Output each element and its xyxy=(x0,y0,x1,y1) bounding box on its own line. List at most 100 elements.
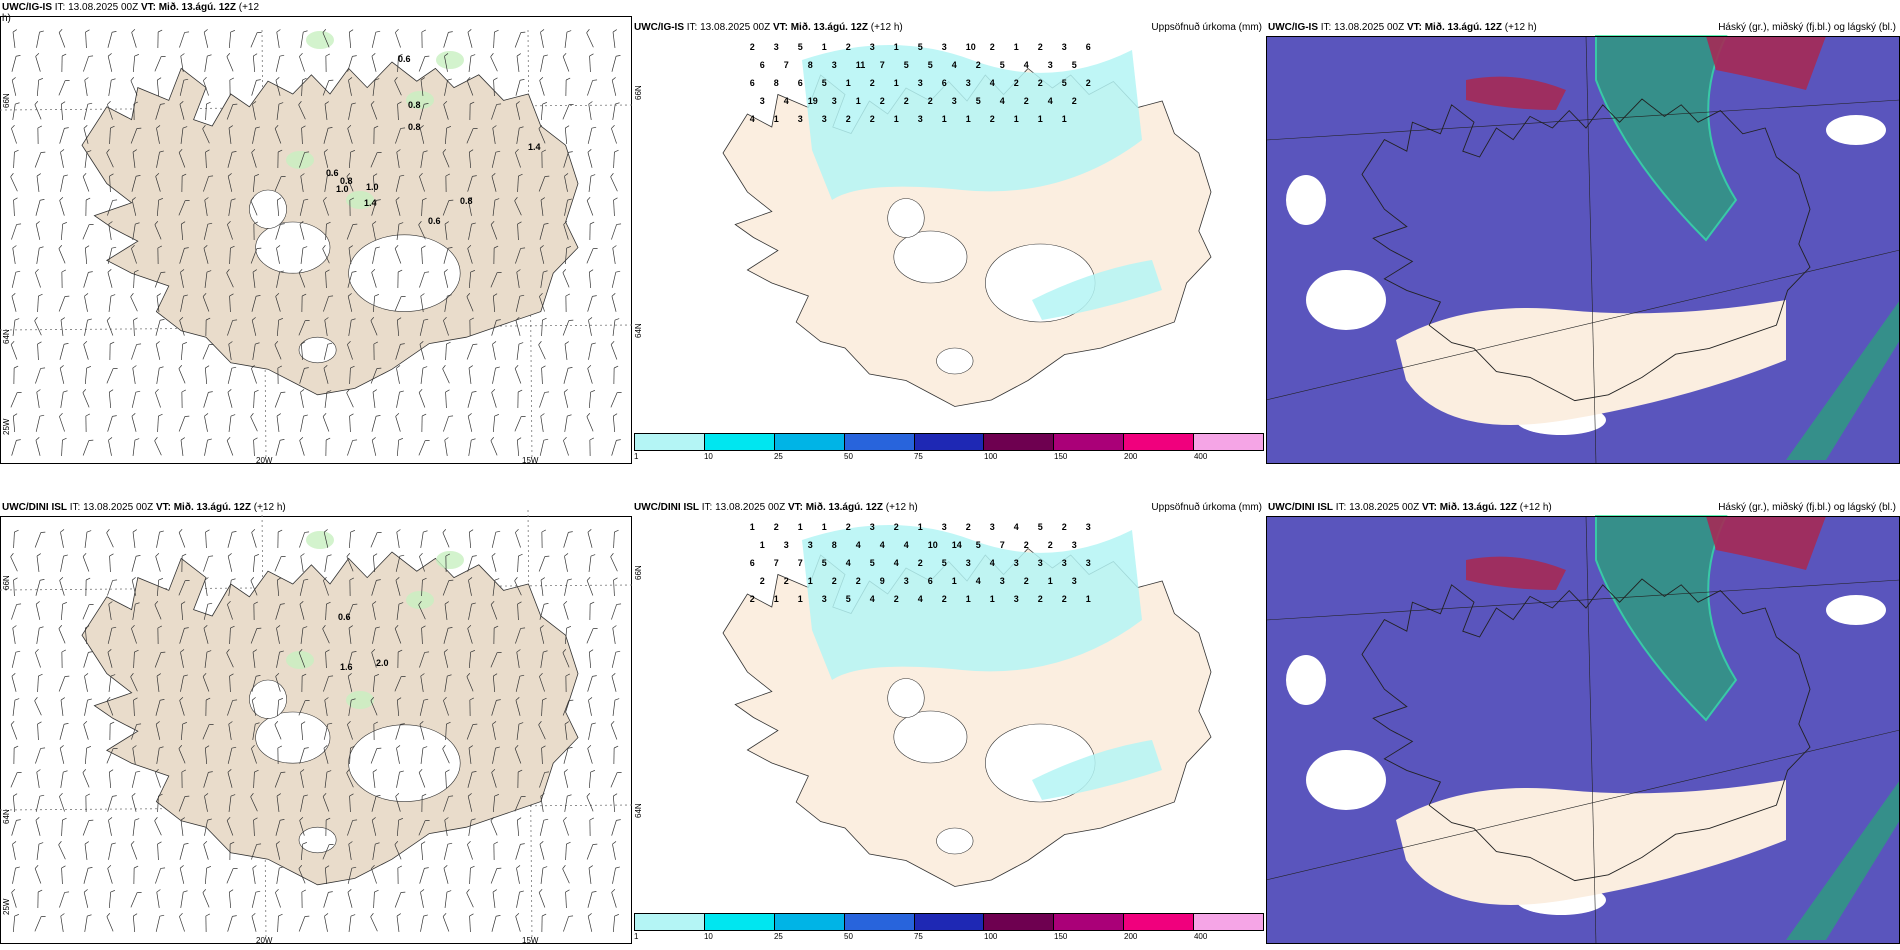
wind-barb xyxy=(515,148,521,168)
lead-time-wrap: h) xyxy=(2,13,11,24)
precip-value: 3 xyxy=(760,96,765,106)
wind-barb xyxy=(467,840,473,860)
wind-barb xyxy=(610,720,618,740)
wind-barb xyxy=(323,891,333,908)
wind-barb xyxy=(468,197,473,216)
wind-barb xyxy=(493,29,499,49)
wind-barb xyxy=(130,77,138,96)
wind-barb xyxy=(370,913,378,932)
precip-value: 4 xyxy=(784,96,789,106)
wind-barb xyxy=(442,579,454,596)
wind-barb xyxy=(612,413,618,433)
wind-barb xyxy=(36,769,41,788)
wind-barb xyxy=(514,796,526,812)
wind-barb xyxy=(253,437,258,457)
wind-barb xyxy=(469,913,474,933)
wind-barb xyxy=(204,270,212,288)
wind-barb xyxy=(516,437,522,457)
wind-barb xyxy=(107,269,113,288)
wind-barb xyxy=(563,436,569,456)
wind-barb xyxy=(155,173,161,192)
wind-barb xyxy=(154,221,162,240)
wind-barb xyxy=(420,746,428,764)
wind-barb xyxy=(180,890,188,908)
wind-barb xyxy=(468,222,476,240)
wind-barb xyxy=(300,553,305,572)
wind-barb xyxy=(514,577,522,596)
wind-barb xyxy=(250,247,262,264)
wind-barb xyxy=(396,770,404,788)
wind-barb xyxy=(611,439,621,456)
wind-barb xyxy=(84,293,89,312)
wind-barb xyxy=(251,317,257,336)
wind-barb xyxy=(347,651,357,668)
precip-value: 5 xyxy=(942,558,947,568)
wind-barb xyxy=(251,529,257,548)
wind-barb xyxy=(492,293,498,313)
wind-barb xyxy=(60,554,68,572)
wind-barb xyxy=(252,53,258,73)
cloud-legend-title: Háský (gr.), miðský (fj.bl.) og lágský (… xyxy=(1718,502,1896,513)
wind-barb xyxy=(178,365,186,384)
wind-barb xyxy=(155,341,161,360)
wind-barb xyxy=(60,770,68,788)
wind-barb xyxy=(323,149,329,168)
wind-barb xyxy=(226,53,234,72)
wind-barb xyxy=(204,866,211,885)
wind-barb xyxy=(83,271,93,288)
wind-barb xyxy=(227,699,238,716)
wind-barb xyxy=(396,745,401,764)
wind-panel-bottom: UWC/DINI ISL IT: 13.08.2025 00Z VT: Mið.… xyxy=(0,480,632,948)
wind-barb xyxy=(517,769,523,789)
wind-barb xyxy=(275,603,285,620)
precip-value: 3 xyxy=(990,522,995,532)
precip-value: 2 xyxy=(928,96,933,106)
init-time: IT: 13.08.2025 00Z xyxy=(1333,502,1422,513)
wind-barb xyxy=(84,150,92,168)
wind-barb xyxy=(348,245,353,264)
wind-barb xyxy=(370,317,378,336)
wind-barb xyxy=(372,221,377,240)
wind-barb xyxy=(204,197,209,216)
high-cloud-area xyxy=(1595,515,1738,722)
wind-barb xyxy=(515,79,525,96)
wind-barb xyxy=(539,438,549,456)
wind-barb xyxy=(467,245,473,264)
lon-label-25w: 25W xyxy=(2,418,11,435)
wind-barb xyxy=(467,555,477,572)
wind-barb xyxy=(204,365,210,385)
wind-barb xyxy=(108,389,114,409)
wind-barb xyxy=(58,625,66,644)
precip-value: 5 xyxy=(928,60,933,70)
wind-gust-value: 0.8 xyxy=(460,196,473,206)
wind-barb xyxy=(274,341,282,360)
wind-barb xyxy=(58,841,66,860)
wind-barb xyxy=(226,103,238,120)
wind-barb xyxy=(443,795,454,812)
wind-barb xyxy=(252,126,260,144)
wind-barb xyxy=(611,293,617,312)
wind-barb xyxy=(467,413,473,432)
precip-value: 4 xyxy=(880,540,885,550)
precip-value: 2 xyxy=(966,522,971,532)
colorbar-segment xyxy=(1054,914,1125,930)
colorbar-segment xyxy=(635,434,705,450)
wind-barb xyxy=(130,892,142,908)
wind-barb xyxy=(466,343,478,360)
precip-value: 10 xyxy=(928,540,938,550)
wind-barb xyxy=(252,101,257,120)
wind-barb xyxy=(371,199,381,216)
wind-barb xyxy=(610,392,622,408)
wind-barb xyxy=(349,413,354,433)
precip-value: 4 xyxy=(990,558,995,568)
wind-barb xyxy=(395,577,401,596)
wind-barb xyxy=(60,390,68,408)
wind-barb xyxy=(106,529,114,548)
precip-value: 2 xyxy=(774,522,779,532)
precip-value: 1 xyxy=(1014,42,1019,52)
wind-barb xyxy=(250,793,258,812)
wind-barb xyxy=(275,673,281,692)
wind-barb xyxy=(250,32,262,48)
wind-barb xyxy=(106,748,118,764)
